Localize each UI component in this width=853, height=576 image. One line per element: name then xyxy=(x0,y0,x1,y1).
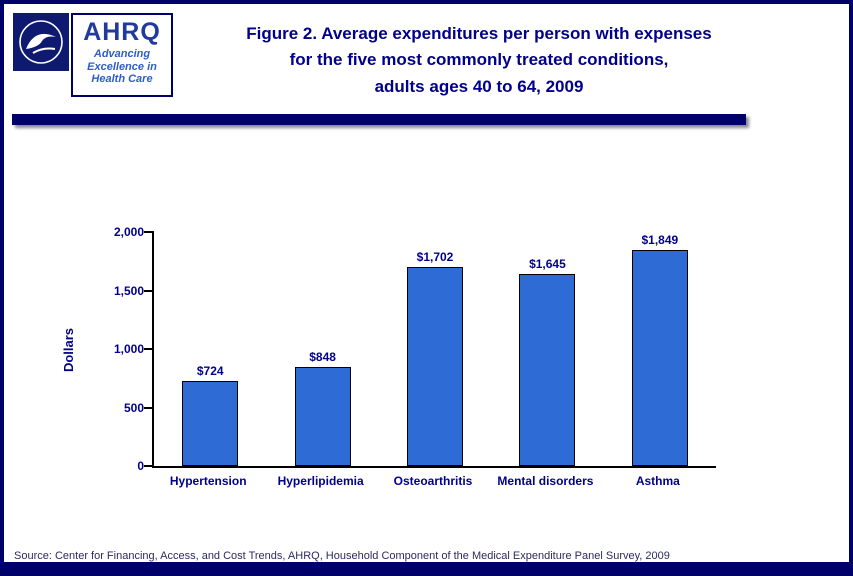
category-label: Hyperlipidemia xyxy=(277,474,364,488)
category-label: Hypertension xyxy=(169,474,247,488)
y-tick-label: 0 xyxy=(137,459,144,473)
bar-group: $1,702 xyxy=(379,250,491,466)
bar-value-label: $1,645 xyxy=(529,256,566,271)
hhs-seal-icon xyxy=(13,13,69,71)
ahrq-tagline: Advancing Excellence in Health Care xyxy=(73,48,171,86)
footer-bar xyxy=(4,562,849,572)
figure-title-line: Figure 2. Average expenditures per perso… xyxy=(246,24,712,43)
ahrq-tagline-line: Health Care xyxy=(91,73,153,86)
figure-title-line: adults ages 40 to 64, 2009 xyxy=(374,76,584,96)
y-axis-title: Dollars xyxy=(61,327,76,373)
y-tick-mark xyxy=(144,289,154,292)
bar-group: $1,645 xyxy=(491,257,603,466)
bar-value-label: $724 xyxy=(196,364,224,379)
bar-group: $724 xyxy=(154,364,266,466)
ahrq-logo: AHRQ Advancing Excellence in Health Care xyxy=(71,13,173,97)
bars: $724 $848 $1,702 $1,645 $1,849 xyxy=(154,232,716,466)
ahrq-tagline-line: Advancing xyxy=(93,48,151,60)
figure-title-line: for the five most commonly treated condi… xyxy=(289,50,669,70)
bar xyxy=(294,366,351,466)
category-label: Osteoarthritis xyxy=(393,474,473,488)
source-text: Source: Center for Financing, Access, an… xyxy=(14,550,670,562)
plot-area: $724 $848 $1,702 $1,645 $1,849 0 500 1,000 1,50… xyxy=(114,225,716,473)
category-label: Mental disorders xyxy=(497,474,594,488)
ahrq-wordmark: AHRQ xyxy=(83,18,161,46)
y-tick-label: 2,000 xyxy=(113,225,144,239)
bar-group: $848 xyxy=(266,350,378,466)
bar xyxy=(631,249,688,466)
bar-value-label: $1,849 xyxy=(641,232,679,247)
y-tick-mark xyxy=(144,348,154,350)
bar-value-label: $848 xyxy=(309,349,336,364)
category-label: Asthma xyxy=(635,474,680,488)
y-tick-mark xyxy=(144,465,154,467)
bar-value-label: $1,702 xyxy=(416,249,454,264)
bar-group: $1,849 xyxy=(604,233,716,466)
y-tick-label: 1,000 xyxy=(113,342,144,356)
x-axis-labels: Hypertension Hyperlipidemia Osteoarthritis… xyxy=(152,474,714,488)
y-tick-label: 500 xyxy=(123,400,144,415)
header-divider xyxy=(12,114,746,125)
y-tick-mark xyxy=(144,231,154,233)
y-tick-mark xyxy=(144,406,154,409)
bar xyxy=(519,273,576,466)
bar xyxy=(407,266,464,466)
y-tick-label: 1,500 xyxy=(113,283,144,298)
ahrq-tagline-line: Excellence in xyxy=(87,60,157,73)
figure-title: Figure 2. Average expenditures per perso… xyxy=(179,21,779,100)
bar xyxy=(182,381,239,466)
